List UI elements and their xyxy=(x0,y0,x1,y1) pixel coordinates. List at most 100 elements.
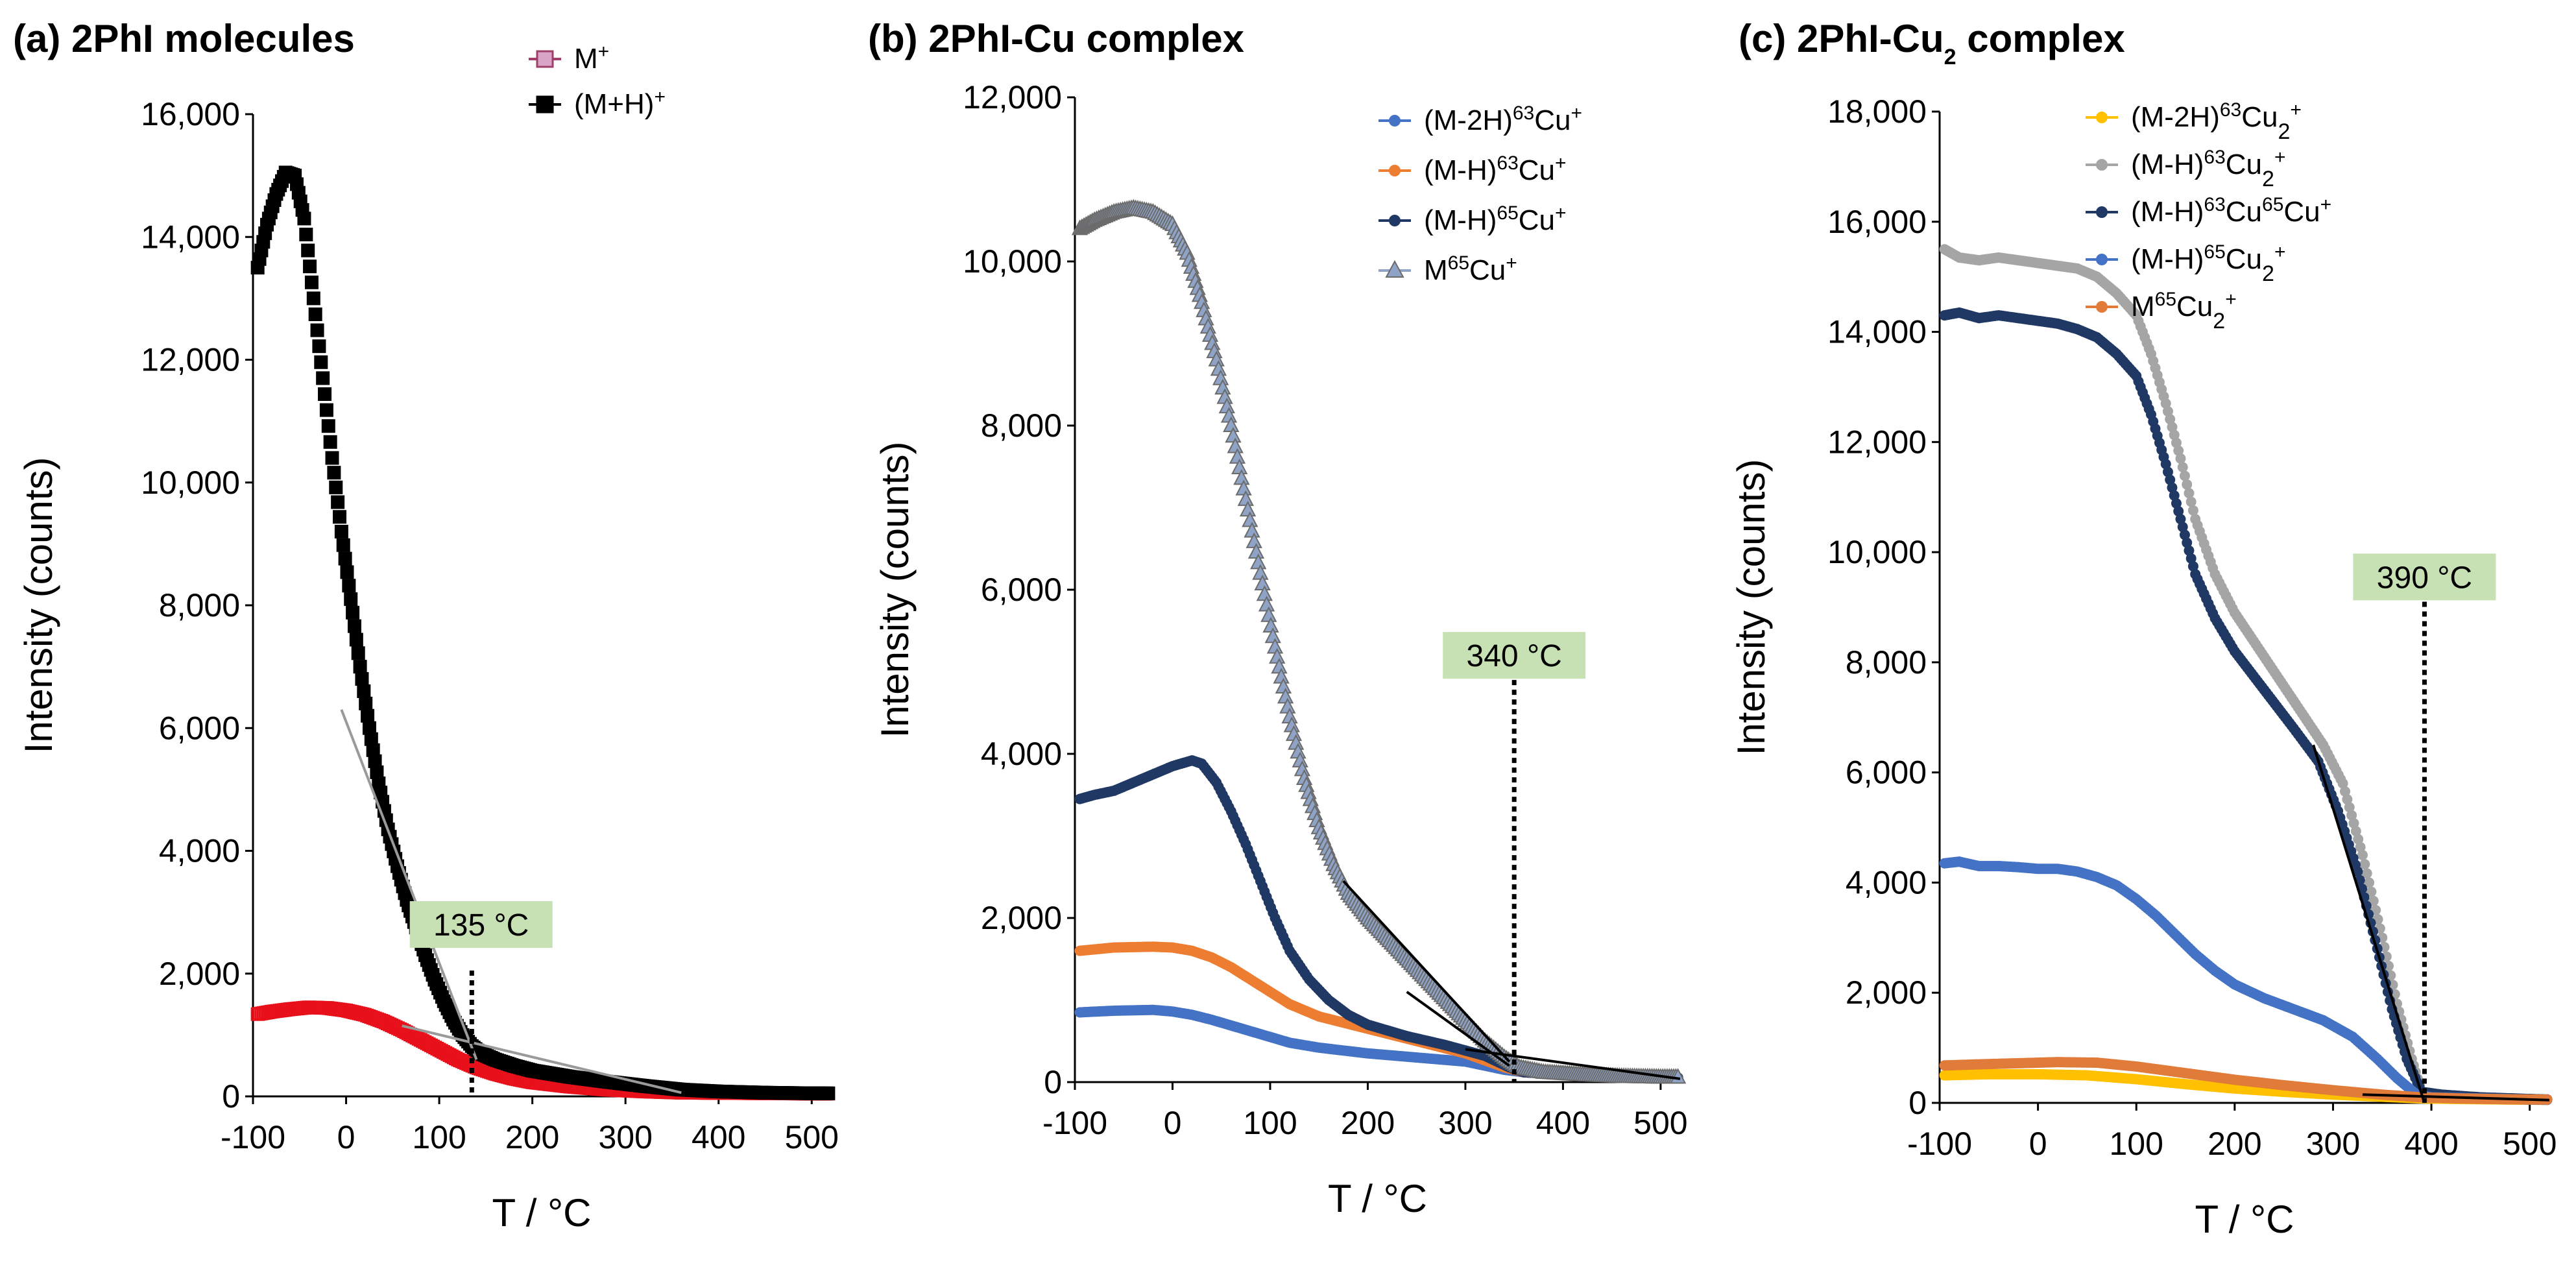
data-point xyxy=(359,696,373,710)
data-point xyxy=(2337,778,2348,789)
x-tick-label: -100 xyxy=(221,1119,285,1155)
y-tick-label: 6,000 xyxy=(159,710,240,746)
data-point xyxy=(2346,810,2357,821)
data-point xyxy=(2162,406,2173,417)
legend-marker xyxy=(2096,206,2108,218)
x-tick-label: 0 xyxy=(337,1119,355,1155)
x-tick-label: 100 xyxy=(2110,1126,2163,1162)
y-tick-label: 14,000 xyxy=(1827,314,1927,350)
legend-label-part: Cu xyxy=(1519,204,1555,236)
panel-a: (a) 2PhI molecules 0 2,000 4,000 6,000 8,000 1… xyxy=(13,17,839,1235)
data-point xyxy=(2162,466,2173,477)
x-tick-label: 400 xyxy=(692,1119,745,1155)
legend-label-part: (M-H) xyxy=(1424,204,1497,236)
legend-label-part: Cu xyxy=(2241,101,2278,133)
legend-marker xyxy=(536,95,554,114)
legend-label-part: (M-2H) xyxy=(1424,104,1513,136)
data-point xyxy=(351,646,365,660)
x-tick-label: 300 xyxy=(1438,1105,1492,1141)
data-point xyxy=(310,323,324,337)
x-tick-label: 200 xyxy=(505,1119,559,1155)
data-point xyxy=(342,579,356,593)
data-point xyxy=(321,419,335,433)
legend-marker xyxy=(1385,259,1404,278)
legend-label-part: (M-H) xyxy=(2131,243,2204,275)
data-point xyxy=(2179,470,2190,481)
legend-label-part: + xyxy=(598,41,610,62)
data-point xyxy=(2364,877,2375,888)
panel-title-part: (b) 2PhI-Cu complex xyxy=(868,17,1244,60)
y-tick-label: 2,000 xyxy=(981,900,1062,936)
annotation-box xyxy=(2353,553,2496,601)
legend-label-part: 65 xyxy=(1448,252,1469,274)
series--m-h- xyxy=(250,165,836,1100)
data-point xyxy=(346,605,360,620)
legend-label-part: Cu xyxy=(2226,243,2262,275)
legend-label-part: + xyxy=(1555,202,1567,224)
data-point xyxy=(2352,866,2363,877)
data-point xyxy=(2182,479,2193,490)
data-point xyxy=(2167,482,2178,493)
data-point xyxy=(2366,886,2377,897)
legend-label-part: + xyxy=(1555,152,1567,174)
y-axis-title: Intensity (counts) xyxy=(873,442,917,738)
data-point xyxy=(329,480,343,494)
data-point xyxy=(297,211,311,226)
legend-label: (M-H)63Cu+ xyxy=(1424,152,1567,187)
x-tick-label: 500 xyxy=(785,1119,839,1155)
y-tick-label: 10,000 xyxy=(963,243,1062,280)
y-tick-label: 12,000 xyxy=(141,342,240,378)
legend-label-part: 2 xyxy=(2262,167,2274,191)
data-point xyxy=(323,435,337,449)
y-tick-label: 18,000 xyxy=(1827,93,1927,130)
data-point xyxy=(2355,841,2366,852)
data-point xyxy=(325,451,339,465)
data-point xyxy=(316,371,330,385)
panel-c: (c) 2PhI-Cu2 complex02,0004,0006,0008,00… xyxy=(1729,17,2557,1241)
data-point xyxy=(1670,1068,1687,1084)
x-tick-label: 200 xyxy=(1341,1105,1395,1141)
legend-label-part: 65 xyxy=(2155,289,2176,310)
y-tick-label: 4,000 xyxy=(159,833,240,869)
data-point xyxy=(366,743,380,757)
x-tick-label: 300 xyxy=(2306,1126,2360,1162)
data-point xyxy=(353,660,367,674)
annotation-label: 135 °C xyxy=(433,908,529,943)
y-tick-label: 6,000 xyxy=(981,572,1062,608)
legend-label-part: (M+H) xyxy=(574,88,654,120)
data-point xyxy=(2339,786,2350,797)
y-tick-label: 0 xyxy=(222,1078,240,1115)
legend-label-part: Cu xyxy=(2226,149,2262,180)
data-point xyxy=(2171,498,2182,509)
data-point xyxy=(362,721,376,735)
legend-label-part: 2 xyxy=(2262,261,2274,286)
legend-marker xyxy=(536,50,554,68)
legend-label-part: 63 xyxy=(2204,194,2225,215)
legend-label-part: (M-H) xyxy=(1424,154,1497,186)
legend-label-part: (M-H) xyxy=(2131,196,2204,228)
legend-label-part: Cu xyxy=(2226,196,2262,228)
y-tick-label: 8,000 xyxy=(159,587,240,623)
legend-marker xyxy=(2096,301,2108,313)
data-point xyxy=(361,708,375,723)
legend-label-part: Cu xyxy=(1534,104,1571,136)
legend-label: (M-H)65Cu+ xyxy=(1424,202,1567,237)
y-tick-label: 4,000 xyxy=(981,736,1062,772)
y-tick-label: 4,000 xyxy=(1846,864,1927,900)
legend-label-part: M xyxy=(1424,254,1448,286)
x-tick-label: 100 xyxy=(412,1119,466,1155)
data-point xyxy=(303,259,317,274)
series-m65cu- xyxy=(1071,199,1687,1084)
data-point xyxy=(2167,422,2178,433)
legend-marker xyxy=(1389,165,1401,176)
data-point xyxy=(2359,859,2370,870)
x-tick-label: 0 xyxy=(1164,1105,1182,1141)
y-tick-label: 0 xyxy=(1908,1085,1927,1121)
y-axis-title: Intensity (counts) xyxy=(1729,459,1773,756)
legend-label-part: M xyxy=(2131,291,2155,322)
legend-marker xyxy=(2096,254,2108,265)
x-axis-title: T / °C xyxy=(1328,1177,1427,1220)
panel-b: (b) 2PhI-Cu complex 0 2,000 4,000 6,000 8,000… xyxy=(868,17,1688,1220)
x-tick-label: 0 xyxy=(2029,1126,2047,1162)
data-point xyxy=(319,403,333,417)
